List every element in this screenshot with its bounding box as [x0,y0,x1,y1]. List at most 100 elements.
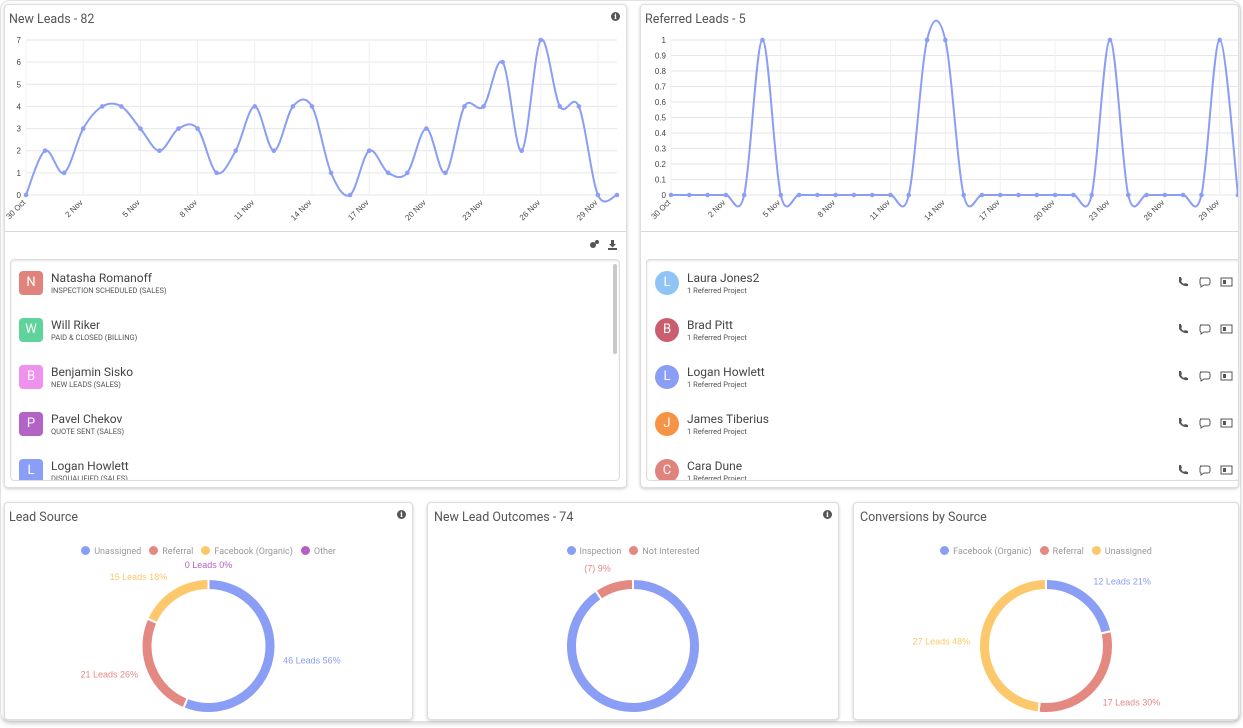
x-tick-label: 30 Oct [5,198,28,222]
point [1180,192,1186,198]
point [347,192,353,198]
point [309,104,315,109]
x-tick-label: 26 Nov [518,198,542,222]
value-label: 27 Leads 48% [913,637,971,647]
x-tick-label: 17 Nov [977,198,1001,222]
referred-leads-card: Referred Leads - 5 L Laura Jones2 1 Referr… [640,4,1239,488]
lead-status: DISQUALIFIED (SALES) [51,474,128,481]
point [851,192,857,198]
point [328,170,334,176]
donut-slice [146,577,210,625]
chat-icon [1199,465,1211,476]
action-icons [1179,277,1233,288]
lead-name: Will Riker [51,318,101,332]
y-tick-label: 1 [662,36,667,45]
action-icons [1179,418,1233,429]
legend-item: Facebook (Organic) [201,546,293,557]
avatar: B [655,318,679,342]
x-tick-label: 5 Nov [121,198,142,219]
legend-label: Facebook (Organic) [214,547,293,557]
list-item: L Logan Howlett 1 Referred Project [655,365,1235,405]
point [385,170,391,176]
phone-icon [1179,418,1188,428]
value-label: 17 Leads 30% [1103,698,1161,708]
y-tick-label: 7 [17,36,22,45]
point [997,192,1003,198]
legend-label: Inspection [579,547,622,557]
x-tick-label: 11 Nov [868,198,892,222]
point [760,37,765,43]
card-icon-mark [1223,280,1226,284]
legend-swatch [81,546,91,555]
legend-label: Unassigned [1104,547,1152,557]
line-chart: 0 1 2 3 4 5 6 7 30 Oct 2 Nov 5 Nov 8 Nov 11 Nov 14 No… [5,36,620,222]
avatar: L [19,459,43,480]
y-tick-label: 0 [17,191,22,200]
y-tick-label: 3 [17,125,22,134]
x-tick-label: 20 Nov [1032,198,1056,222]
point [778,192,784,198]
legend-swatch [300,546,310,555]
legend-swatch [1091,546,1101,555]
legend-swatch [629,546,639,555]
lead-source-card: Lead Source i Unassigned Referral Facebook… [4,502,413,720]
info-icon[interactable]: i [397,510,406,519]
point [888,192,893,198]
point [290,104,296,109]
phone-icon [1179,371,1188,381]
list-item: J James Tiberius 1 Referred Project [655,412,1235,452]
point [1034,192,1040,198]
avatar: L [655,271,679,295]
line-chart: 0 0.1 0.2 0.3 0.4 0.5 0.6 0.7 0.8 0.9 1 30 Oct 2 Nov… [649,19,1238,222]
point [979,192,985,198]
lead-status: NEW LEADS (SALES) [51,380,121,389]
card-icon-mark [1223,327,1226,331]
y-tick-label: 0.9 [655,52,667,61]
point [1217,37,1223,43]
point [1235,192,1238,198]
y-tick-label: 0 [662,191,667,200]
card-icon [1220,418,1233,428]
point [424,126,429,131]
info-icon[interactable]: i [611,12,620,21]
scrollbar[interactable] [613,264,617,354]
lead-status: PAID & CLOSED (BILLING) [51,333,138,342]
y-tick-label: 2 [17,147,22,156]
info-icon[interactable]: i [823,510,832,519]
chat-icon [1199,371,1211,382]
x-tick-label: 30 Oct [649,198,673,222]
legend-item: Other [300,546,336,557]
donut-chart: 46 Leads 56% 21 Leads 26% 15 Leads 18% 0 Le… [80,560,341,714]
x-tick-label: 8 Nov [178,198,199,219]
point [1144,192,1149,198]
lead-name: Logan Howlett [51,459,129,473]
card-title: Referred Leads - 5 [645,12,746,27]
x-tick-label: 5 Nov [761,198,782,219]
point [176,126,181,131]
legend-label: Referral [162,547,194,557]
card-title: Conversions by Source [860,510,987,525]
chat-icon [1199,324,1211,335]
list-item: L Logan Howlett DISQUALIFIED (SALES) [19,459,605,481]
legend-swatch [566,546,576,555]
settings-icon[interactable] [590,240,599,248]
x-tick-label: 14 Nov [922,198,946,222]
list-item: P Pavel Chekov QUOTE SENT (SALES) [19,412,605,452]
new-leads-card: New Leads - 82 i N Natasha Romanoff INSPEC… [4,4,627,488]
conversions-card: Conversions by Source Facebook (Organic)… [853,502,1239,720]
value-label: 0 Leads 0% [185,560,233,570]
download-icon[interactable] [608,240,617,250]
point [668,192,674,198]
lead-status: INSPECTION SCHEDULED (SALES) [51,286,167,295]
x-tick-label: 23 Nov [1087,198,1111,222]
series-line [670,19,1238,208]
donut-chart: (67) 91%(7) 9% [565,563,701,714]
point [1162,192,1168,198]
avatar: P [19,412,43,436]
point [1107,37,1113,43]
referred-list: L Laura Jones2 1 Referred Project B Brad Pit… [646,259,1238,481]
card-title: New Lead Outcomes - 74 [434,510,574,525]
point [443,170,448,176]
x-tick-label: 14 Nov [289,198,313,222]
